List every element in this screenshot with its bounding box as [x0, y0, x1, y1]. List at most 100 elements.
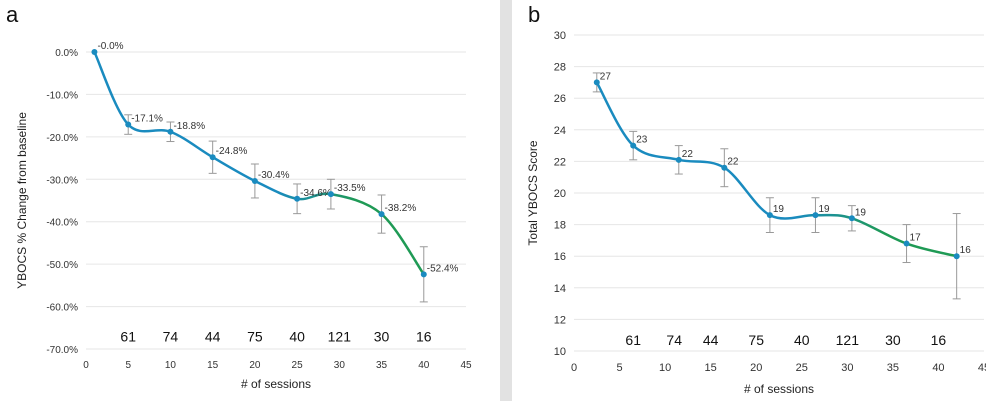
- x-tick-label: 25: [292, 360, 304, 371]
- data-label: -0.0%: [97, 41, 123, 52]
- data-label: 22: [682, 149, 694, 160]
- sample-size-label: 75: [247, 328, 263, 344]
- y-tick-label: 20: [554, 188, 566, 200]
- data-point: [675, 156, 682, 163]
- y-tick-label: -70.0%: [46, 345, 78, 356]
- y-tick-label: 16: [554, 251, 566, 263]
- sample-size-label: 16: [931, 332, 947, 348]
- data-point: [91, 49, 98, 55]
- y-tick-label: 18: [554, 220, 566, 232]
- data-point: [903, 240, 910, 247]
- sample-size-label: 40: [289, 328, 305, 344]
- data-label: 17: [910, 233, 922, 244]
- data-label: -33.5%: [334, 183, 366, 194]
- data-point: [848, 215, 855, 222]
- x-tick-label: 5: [125, 360, 131, 371]
- x-tick-label: 10: [659, 362, 671, 374]
- x-tick-label: 0: [83, 360, 89, 371]
- x-tick-label: 35: [376, 360, 388, 371]
- data-point: [953, 253, 960, 260]
- data-label: -34.6%: [300, 188, 332, 199]
- x-tick-label: 20: [750, 362, 762, 374]
- x-tick-label: 0: [571, 362, 577, 374]
- y-tick-label: 0.0%: [55, 48, 78, 59]
- data-label: -18.8%: [173, 121, 205, 132]
- sample-size-label: 16: [416, 328, 432, 344]
- x-tick-label: 20: [249, 360, 261, 371]
- x-tick-label: 30: [841, 362, 853, 374]
- y-tick-label: 28: [554, 62, 566, 74]
- x-axis-title: # of sessions: [241, 377, 311, 391]
- sample-size-label: 121: [836, 332, 860, 348]
- sample-size-label: 44: [703, 332, 719, 348]
- x-tick-label: 45: [978, 362, 986, 374]
- sample-size-label: 74: [666, 332, 682, 348]
- y-tick-label: -30.0%: [46, 175, 78, 186]
- x-tick-label: 10: [165, 360, 177, 371]
- x-tick-label: 30: [334, 360, 346, 371]
- series-line: [595, 81, 957, 258]
- y-tick-label: 14: [554, 283, 566, 295]
- data-label: -52.4%: [427, 263, 459, 274]
- x-axis-title: # of sessions: [744, 382, 814, 396]
- data-label: 16: [960, 245, 972, 256]
- data-point: [209, 154, 216, 161]
- data-label: -30.4%: [258, 170, 290, 181]
- data-label: 19: [773, 204, 785, 215]
- y-tick-label: 26: [554, 93, 566, 105]
- data-point: [630, 142, 637, 149]
- data-point: [420, 271, 427, 278]
- sample-size-label: 44: [205, 328, 221, 344]
- sample-size-label: 121: [328, 328, 352, 344]
- sample-size-label: 30: [374, 328, 390, 344]
- data-label: -24.8%: [216, 146, 248, 157]
- y-axis-title: Total YBOCS Score: [526, 140, 540, 245]
- data-point: [766, 212, 773, 219]
- data-label: 22: [727, 157, 739, 168]
- y-tick-label: 12: [554, 314, 566, 326]
- panel-letter-b: b: [528, 2, 541, 27]
- x-tick-label: 25: [796, 362, 808, 374]
- data-point: [125, 121, 132, 128]
- y-tick-label: -10.0%: [46, 90, 78, 101]
- x-tick-label: 35: [887, 362, 899, 374]
- y-tick-label: -60.0%: [46, 303, 78, 314]
- panel-divider: [500, 0, 512, 401]
- x-tick-label: 40: [932, 362, 944, 374]
- data-point: [167, 128, 174, 135]
- sample-size-label: 61: [625, 332, 641, 348]
- y-tick-label: 10: [554, 346, 566, 358]
- sample-size-label: 75: [748, 332, 764, 348]
- data-label: 23: [636, 135, 648, 146]
- x-tick-label: 40: [418, 360, 430, 371]
- y-tick-label: -20.0%: [46, 133, 78, 144]
- data-point: [294, 195, 301, 202]
- series-line: [93, 51, 425, 276]
- y-axis-title: YBOCS % Change from baseline: [15, 112, 29, 289]
- data-point: [593, 79, 600, 86]
- x-tick-label: 15: [207, 360, 219, 371]
- data-label: 19: [818, 204, 830, 215]
- data-label: 19: [855, 207, 867, 218]
- data-point: [251, 177, 258, 184]
- x-tick-label: 5: [616, 362, 622, 374]
- chart-panel-b: b 10 12 14 16 18 20 22 24 26 28 30 0 5 10 15 20 25 30 35 40…: [512, 0, 986, 401]
- panel-letter-a: a: [6, 2, 19, 27]
- data-point: [378, 211, 385, 218]
- data-label: 27: [600, 71, 612, 82]
- sample-size-label: 61: [120, 328, 136, 344]
- sample-size-label: 30: [885, 332, 901, 348]
- y-tick-label: -50.0%: [46, 260, 78, 271]
- y-tick-label: 24: [554, 125, 566, 137]
- x-tick-label: 15: [705, 362, 717, 374]
- y-tick-label: -40.0%: [46, 218, 78, 229]
- sample-size-label: 40: [794, 332, 810, 348]
- chart-b-svg: 10 12 14 16 18 20 22 24 26 28 30 0 5 10 15 20 25 30 35 40 45…: [526, 30, 986, 396]
- y-tick-label: 30: [554, 30, 566, 42]
- data-point: [812, 212, 819, 219]
- y-tick-label: 22: [554, 156, 566, 168]
- data-point: [721, 164, 728, 171]
- x-tick-label: 45: [460, 360, 472, 371]
- data-label: -38.2%: [385, 203, 417, 214]
- data-point: [327, 191, 334, 198]
